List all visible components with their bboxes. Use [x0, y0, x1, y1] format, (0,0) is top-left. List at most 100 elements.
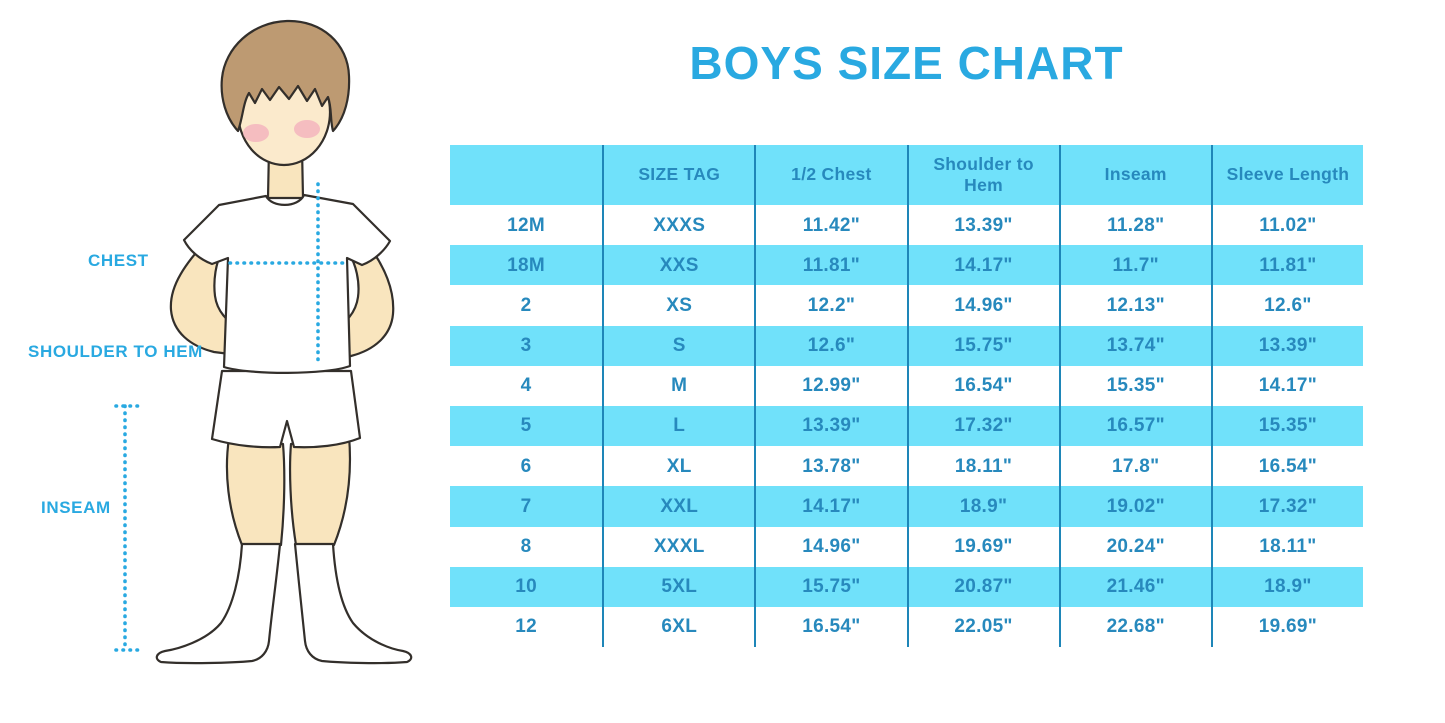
table-header-row: SIZE TAG 1/2 Chest Shoulder to Hem Insea…: [450, 145, 1363, 205]
measurement-cell: 15.35": [1210, 405, 1363, 447]
measurement-cell: 14.17": [1210, 365, 1363, 406]
table-row: 12M XXXS 11.42" 13.39" 11.28" 11.02": [450, 205, 1363, 246]
measurement-cell: XXS: [602, 245, 754, 286]
measurement-cell: 15.75": [754, 566, 906, 607]
measurement-cell: XXXS: [602, 205, 754, 246]
measurement-cell: 17.8": [1058, 446, 1211, 487]
boy-hair: [220, 19, 351, 133]
table-row: 4 M 12.99" 16.54" 15.35" 14.17": [450, 365, 1363, 406]
measurement-cell: 17.32": [1210, 486, 1363, 527]
table-row: 12 6XL 16.54" 22.05" 22.68" 19.69": [450, 606, 1363, 648]
measurement-cell: 5XL: [602, 566, 754, 607]
measurement-cell: 13.39": [1210, 325, 1363, 366]
measurement-cell: 21.46": [1058, 566, 1211, 607]
measurement-cell: M: [602, 365, 754, 406]
measurement-cell: 17.32": [906, 405, 1059, 447]
measurement-cell: 12.6": [754, 325, 906, 366]
table-row: 6 XL 13.78" 18.11" 17.8" 16.54": [450, 446, 1363, 487]
boy-left-sock: [155, 542, 282, 665]
measurement-cell: 19.69": [906, 526, 1059, 567]
header-cell-sleeve-length: Sleeve Length: [1210, 145, 1363, 205]
size-label-cell: 10: [515, 576, 537, 598]
measurement-cell: XS: [602, 285, 754, 326]
measurement-cell: XXL: [602, 486, 754, 527]
size-table: SIZE TAG 1/2 Chest Shoulder to Hem Insea…: [450, 145, 1363, 648]
measurement-cell: 11.81": [1210, 245, 1363, 286]
header-cell-half-chest: 1/2 Chest: [754, 145, 906, 205]
size-label-cell: 8: [520, 536, 532, 557]
measurement-cell: 18.9": [906, 486, 1059, 527]
size-label-cell: 3: [520, 335, 532, 357]
measurement-cell: 22.68": [1058, 606, 1211, 648]
measurement-cell: 20.87": [906, 566, 1059, 607]
chest-label: CHEST: [88, 251, 149, 270]
measurement-cell: 11.42": [754, 205, 906, 246]
size-label-cell: 12: [515, 616, 537, 638]
size-label-cell: 5: [520, 415, 532, 437]
measurement-cell: 15.35": [1058, 365, 1211, 406]
table-row: 3 S 12.6" 15.75" 13.74" 13.39": [450, 325, 1363, 366]
size-label-cell: 2: [520, 294, 532, 316]
table-row: 18M XXS 11.81" 14.17" 11.7" 11.81": [450, 245, 1363, 286]
measurement-cell: 13.39": [906, 205, 1059, 246]
inseam-label: INSEAM: [41, 498, 111, 517]
measurement-cell: 11.7": [1058, 245, 1211, 286]
measurement-cell: XL: [602, 446, 754, 487]
measurement-cell: XXXL: [602, 526, 754, 567]
measurement-cell: 11.81": [754, 245, 906, 286]
measurement-cell: 18.11": [906, 446, 1059, 487]
measurement-figure: CHEST SHOULDER TO HEM INSEAM: [0, 0, 445, 723]
measurement-cell: 22.05": [906, 606, 1059, 648]
boy-left-leg: [225, 436, 286, 547]
measurement-cell: 6XL: [602, 606, 754, 648]
measurement-cell: 16.57": [1058, 405, 1211, 447]
measurement-cell: 20.24": [1058, 526, 1211, 567]
measurement-cell: 12.99": [754, 365, 906, 406]
header-cell-size: [450, 145, 602, 205]
boy-right-leg: [288, 434, 352, 547]
boy-tshirt: [182, 193, 392, 374]
measurement-cell: 14.17": [754, 486, 906, 527]
measurement-cell: 16.54": [754, 606, 906, 648]
size-label-cell: 7: [520, 495, 532, 517]
table-row: 5 L 13.39" 17.32" 16.57" 15.35": [450, 405, 1363, 447]
measurement-cell: 19.02": [1058, 486, 1211, 527]
size-table-body: 12M XXXS 11.42" 13.39" 11.28" 11.02" 18M XXS 11.…: [450, 205, 1363, 648]
measurement-cell: S: [602, 325, 754, 366]
table-row: 8 XXXL 14.96" 19.69" 20.24" 18.11": [450, 526, 1363, 567]
header-cell-shoulder-to-hem: Shoulder to Hem: [906, 145, 1059, 205]
measurement-cell: 16.54": [1210, 446, 1363, 487]
size-label-cell: 12M: [507, 214, 546, 236]
size-label-cell: 4: [520, 375, 532, 397]
measurement-cell: 13.78": [754, 446, 906, 487]
header-cell-inseam: Inseam: [1058, 145, 1211, 205]
table-row: 7 XXL 14.17" 18.9" 19.02" 17.32": [450, 486, 1363, 527]
measurement-cell: 14.96": [754, 526, 906, 567]
boy-shorts: [210, 369, 362, 449]
measurement-cell: L: [602, 405, 754, 447]
boy-figure-illustration: [114, 19, 413, 665]
measurement-cell: 12.2": [754, 285, 906, 326]
measurement-cell: 15.75": [906, 325, 1059, 366]
size-label-cell: 6: [520, 455, 532, 477]
measurement-cell: 11.02": [1210, 205, 1363, 246]
measurement-cell: 19.69": [1210, 606, 1363, 648]
measurement-cell: 14.17": [906, 245, 1059, 286]
measurement-cell: 11.28": [1058, 205, 1211, 246]
measurement-cell: 13.39": [754, 405, 906, 447]
table-row: 10 5XL 15.75" 20.87" 21.46" 18.9": [450, 566, 1363, 607]
boy-right-sock: [293, 542, 413, 665]
measurement-cell: 18.11": [1210, 526, 1363, 567]
header-cell-size-tag: SIZE TAG: [602, 145, 754, 205]
measurement-cell: 16.54": [906, 365, 1059, 406]
size-label-cell: 18M: [507, 254, 546, 276]
measurement-cell: 13.74": [1058, 325, 1211, 366]
measurement-cell: 12.13": [1058, 285, 1211, 326]
measurement-cell: 18.9": [1210, 566, 1363, 607]
page-title: BOYS SIZE CHART: [689, 37, 1124, 89]
boy-blush-left: [243, 124, 269, 142]
measurement-cell: 14.96": [906, 285, 1059, 326]
measurement-cell: 12.6": [1210, 285, 1363, 326]
boy-left-arm: [169, 240, 242, 357]
